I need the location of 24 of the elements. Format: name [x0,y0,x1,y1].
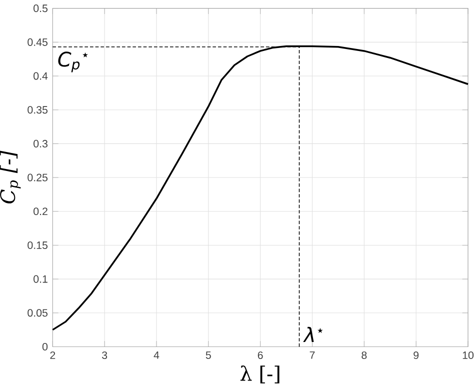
y-tick-label: 0.35 [28,106,48,114]
x-tick-label: 2 [50,351,56,359]
x-tick-label: 9 [414,351,419,359]
y-tick-label: 0 [42,342,48,351]
x-tick-label: 5 [206,351,211,359]
y-tick-label: 0.45 [28,38,48,46]
y-tick-label: 0.3 [34,140,48,148]
x-tick-label: 7 [310,351,315,359]
y-tick-label: 0.25 [28,174,48,182]
y-tick-label: 0.2 [34,208,48,216]
x-tick-label: 10 [462,351,474,359]
x-tick-label: 4 [154,351,160,359]
y-tick-label: 0.15 [28,241,48,249]
y-axis-title: C$_{p}$ [-] [0,150,21,204]
ref-line-label: C$_{p}$⋆ [58,52,88,72]
x-tick-label: 6 [258,351,263,359]
x-tick-label: 3 [102,351,108,359]
y-tick-label: 0.4 [34,72,48,80]
x-tick-label: 8 [362,351,367,359]
y-tick-label: 0.05 [28,309,48,317]
y-tick-label: 0.1 [34,275,48,283]
x-axis-title: λ [-] [240,366,280,384]
y-tick-label: 0.5 [34,4,48,12]
ref-line-label: λ$^{⋆}$ [303,326,323,342]
